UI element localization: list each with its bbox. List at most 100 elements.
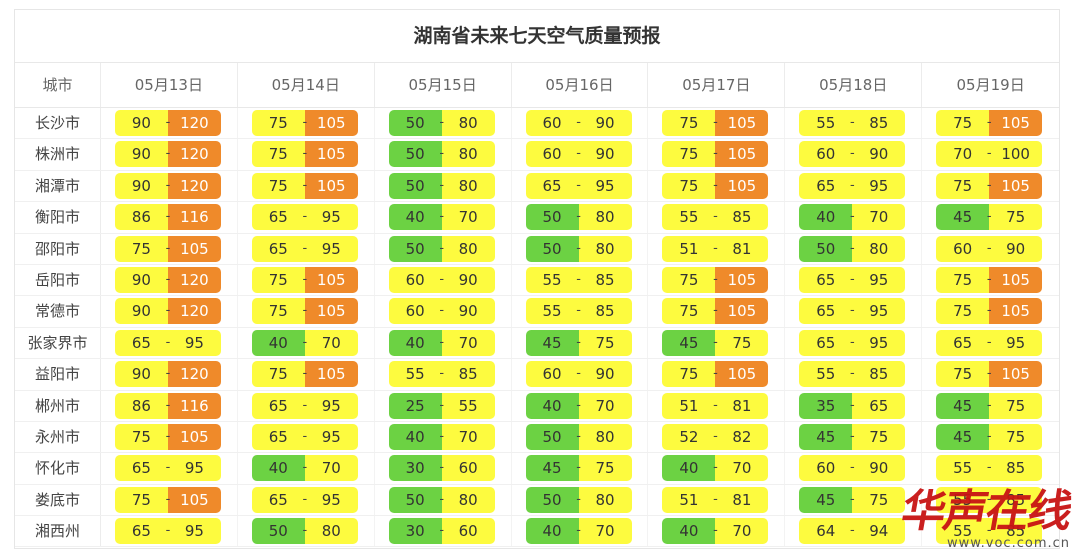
forecast-cell: 65 95- — [238, 233, 375, 264]
range-separator: - — [849, 460, 855, 476]
aqi-range-pill: 55 85- — [525, 298, 632, 325]
aqi-low-value: 50 — [388, 486, 442, 513]
aqi-range-pill: 45 75- — [936, 392, 1043, 419]
aqi-low-value: 60 — [799, 141, 853, 168]
range-separator: - — [713, 460, 718, 476]
table-row: 张家界市 65 95-40 70-40 70-45 75-45 75-65 95-65 95- — [15, 327, 1059, 360]
aqi-range-pill: 75 105- — [936, 172, 1043, 199]
aqi-high-value: 85 — [989, 518, 1043, 545]
range-separator: - — [576, 491, 581, 507]
aqi-high-value: 95 — [304, 204, 358, 231]
aqi-range-pill: 75 105- — [251, 110, 358, 136]
aqi-low-value: 40 — [662, 518, 716, 545]
range-separator: - — [165, 460, 171, 476]
aqi-range-pill: 40 70- — [388, 423, 495, 450]
aqi-low-value: 55 — [525, 266, 579, 293]
table-row: 怀化市 65 95-40 70-30 60-45 75-40 70-60 90-55 85- — [15, 453, 1059, 485]
range-separator: - — [713, 334, 718, 350]
aqi-range-pill: 50 80- — [525, 423, 632, 450]
forecast-cell: 65 95- — [922, 328, 1059, 358]
aqi-high-value: 120 — [167, 266, 221, 293]
aqi-low-value: 75 — [114, 486, 168, 513]
aqi-high-value: 105 — [989, 110, 1043, 136]
aqi-low-value: 75 — [251, 298, 305, 325]
watermark: 华声在线 www.voc.com.cn — [870, 486, 1075, 558]
aqi-low-value: 65 — [251, 423, 305, 450]
table-row: 湘潭市 90 120-75 105-50 80-65 95-75 105-65 95-75 10… — [15, 170, 1059, 203]
aqi-low-value: 65 — [114, 455, 168, 482]
forecast-cell: 65 95- — [785, 264, 923, 296]
aqi-range-pill: 55 85- — [936, 455, 1043, 482]
aqi-range-pill: 55 85- — [799, 110, 906, 136]
range-separator: - — [165, 491, 171, 507]
forecast-cell: 51 81- — [648, 390, 786, 421]
range-separator: - — [576, 428, 581, 444]
aqi-range-pill: 50 80- — [388, 486, 495, 513]
forecast-cell: 75 105- — [238, 296, 375, 327]
range-separator: - — [713, 366, 718, 382]
forecast-cell: 90 120- — [101, 359, 238, 390]
range-separator: - — [576, 209, 581, 225]
range-separator: - — [302, 334, 308, 350]
aqi-low-value: 45 — [936, 204, 990, 231]
aqi-range-pill: 50 80- — [388, 235, 495, 262]
aqi-range-pill: 50 80- — [525, 235, 632, 262]
aqi-high-value: 90 — [441, 266, 495, 293]
aqi-range-pill: 75 105- — [662, 110, 769, 136]
aqi-low-value: 75 — [251, 110, 305, 136]
forecast-cell: 40 70- — [648, 453, 786, 484]
aqi-low-value: 75 — [251, 141, 305, 168]
forecast-cell: 75 105- — [238, 264, 375, 296]
city-name: 湘潭市 — [15, 170, 101, 202]
aqi-range-pill: 45 75- — [525, 329, 632, 356]
aqi-high-value: 65 — [852, 392, 906, 419]
aqi-range-pill: 55 85- — [388, 361, 495, 388]
aqi-low-value: 45 — [799, 486, 853, 513]
aqi-low-value: 65 — [251, 486, 305, 513]
aqi-high-value: 105 — [167, 235, 221, 262]
forecast-cell: 50 80- — [375, 233, 512, 264]
aqi-low-value: 40 — [525, 392, 579, 419]
aqi-high-value: 70 — [852, 204, 906, 231]
watermark-logo: 华声在线 — [897, 486, 1075, 537]
aqi-low-value: 75 — [251, 172, 305, 199]
aqi-high-value: 85 — [441, 361, 495, 388]
aqi-range-pill: 86 116- — [114, 204, 221, 231]
range-separator: - — [986, 428, 992, 444]
aqi-low-value: 65 — [799, 266, 853, 293]
range-separator: - — [302, 523, 308, 539]
aqi-low-value: 90 — [114, 361, 168, 388]
aqi-range-pill: 60 90- — [525, 141, 632, 168]
header-date: 05月13日 — [101, 63, 238, 107]
aqi-high-value: 120 — [167, 298, 221, 325]
aqi-high-value: 120 — [167, 141, 221, 168]
aqi-high-value: 80 — [852, 235, 906, 262]
aqi-high-value: 90 — [578, 110, 632, 136]
range-separator: - — [986, 240, 992, 256]
aqi-range-pill: 75 105- — [114, 486, 221, 513]
forecast-cell: 75 105- — [238, 139, 375, 170]
forecast-cell: 40 70- — [375, 327, 512, 359]
forecast-cell: 64 94- — [785, 516, 923, 547]
aqi-range-pill: 50 80- — [799, 235, 906, 262]
aqi-low-value: 75 — [662, 110, 716, 136]
aqi-low-value: 40 — [388, 329, 442, 356]
aqi-range-pill: 55 85- — [936, 518, 1043, 545]
aqi-high-value: 90 — [989, 235, 1043, 262]
forecast-cell: 45 75- — [922, 422, 1059, 452]
range-separator: - — [302, 177, 308, 193]
aqi-low-value: 75 — [936, 266, 990, 293]
aqi-range-pill: 55 85- — [662, 204, 769, 231]
range-separator: - — [439, 523, 445, 539]
aqi-high-value: 75 — [852, 486, 906, 513]
forecast-cell: 75 105- — [238, 108, 375, 139]
aqi-high-value: 95 — [989, 329, 1043, 356]
aqi-range-pill: 60 90- — [799, 455, 906, 482]
aqi-high-value: 105 — [989, 172, 1043, 199]
aqi-high-value: 90 — [441, 298, 495, 325]
forecast-cell: 60 90- — [512, 359, 649, 390]
aqi-high-value: 105 — [304, 141, 358, 168]
forecast-cell: 35 65- — [785, 390, 923, 421]
aqi-high-value: 75 — [989, 204, 1043, 231]
aqi-low-value: 60 — [799, 455, 853, 482]
